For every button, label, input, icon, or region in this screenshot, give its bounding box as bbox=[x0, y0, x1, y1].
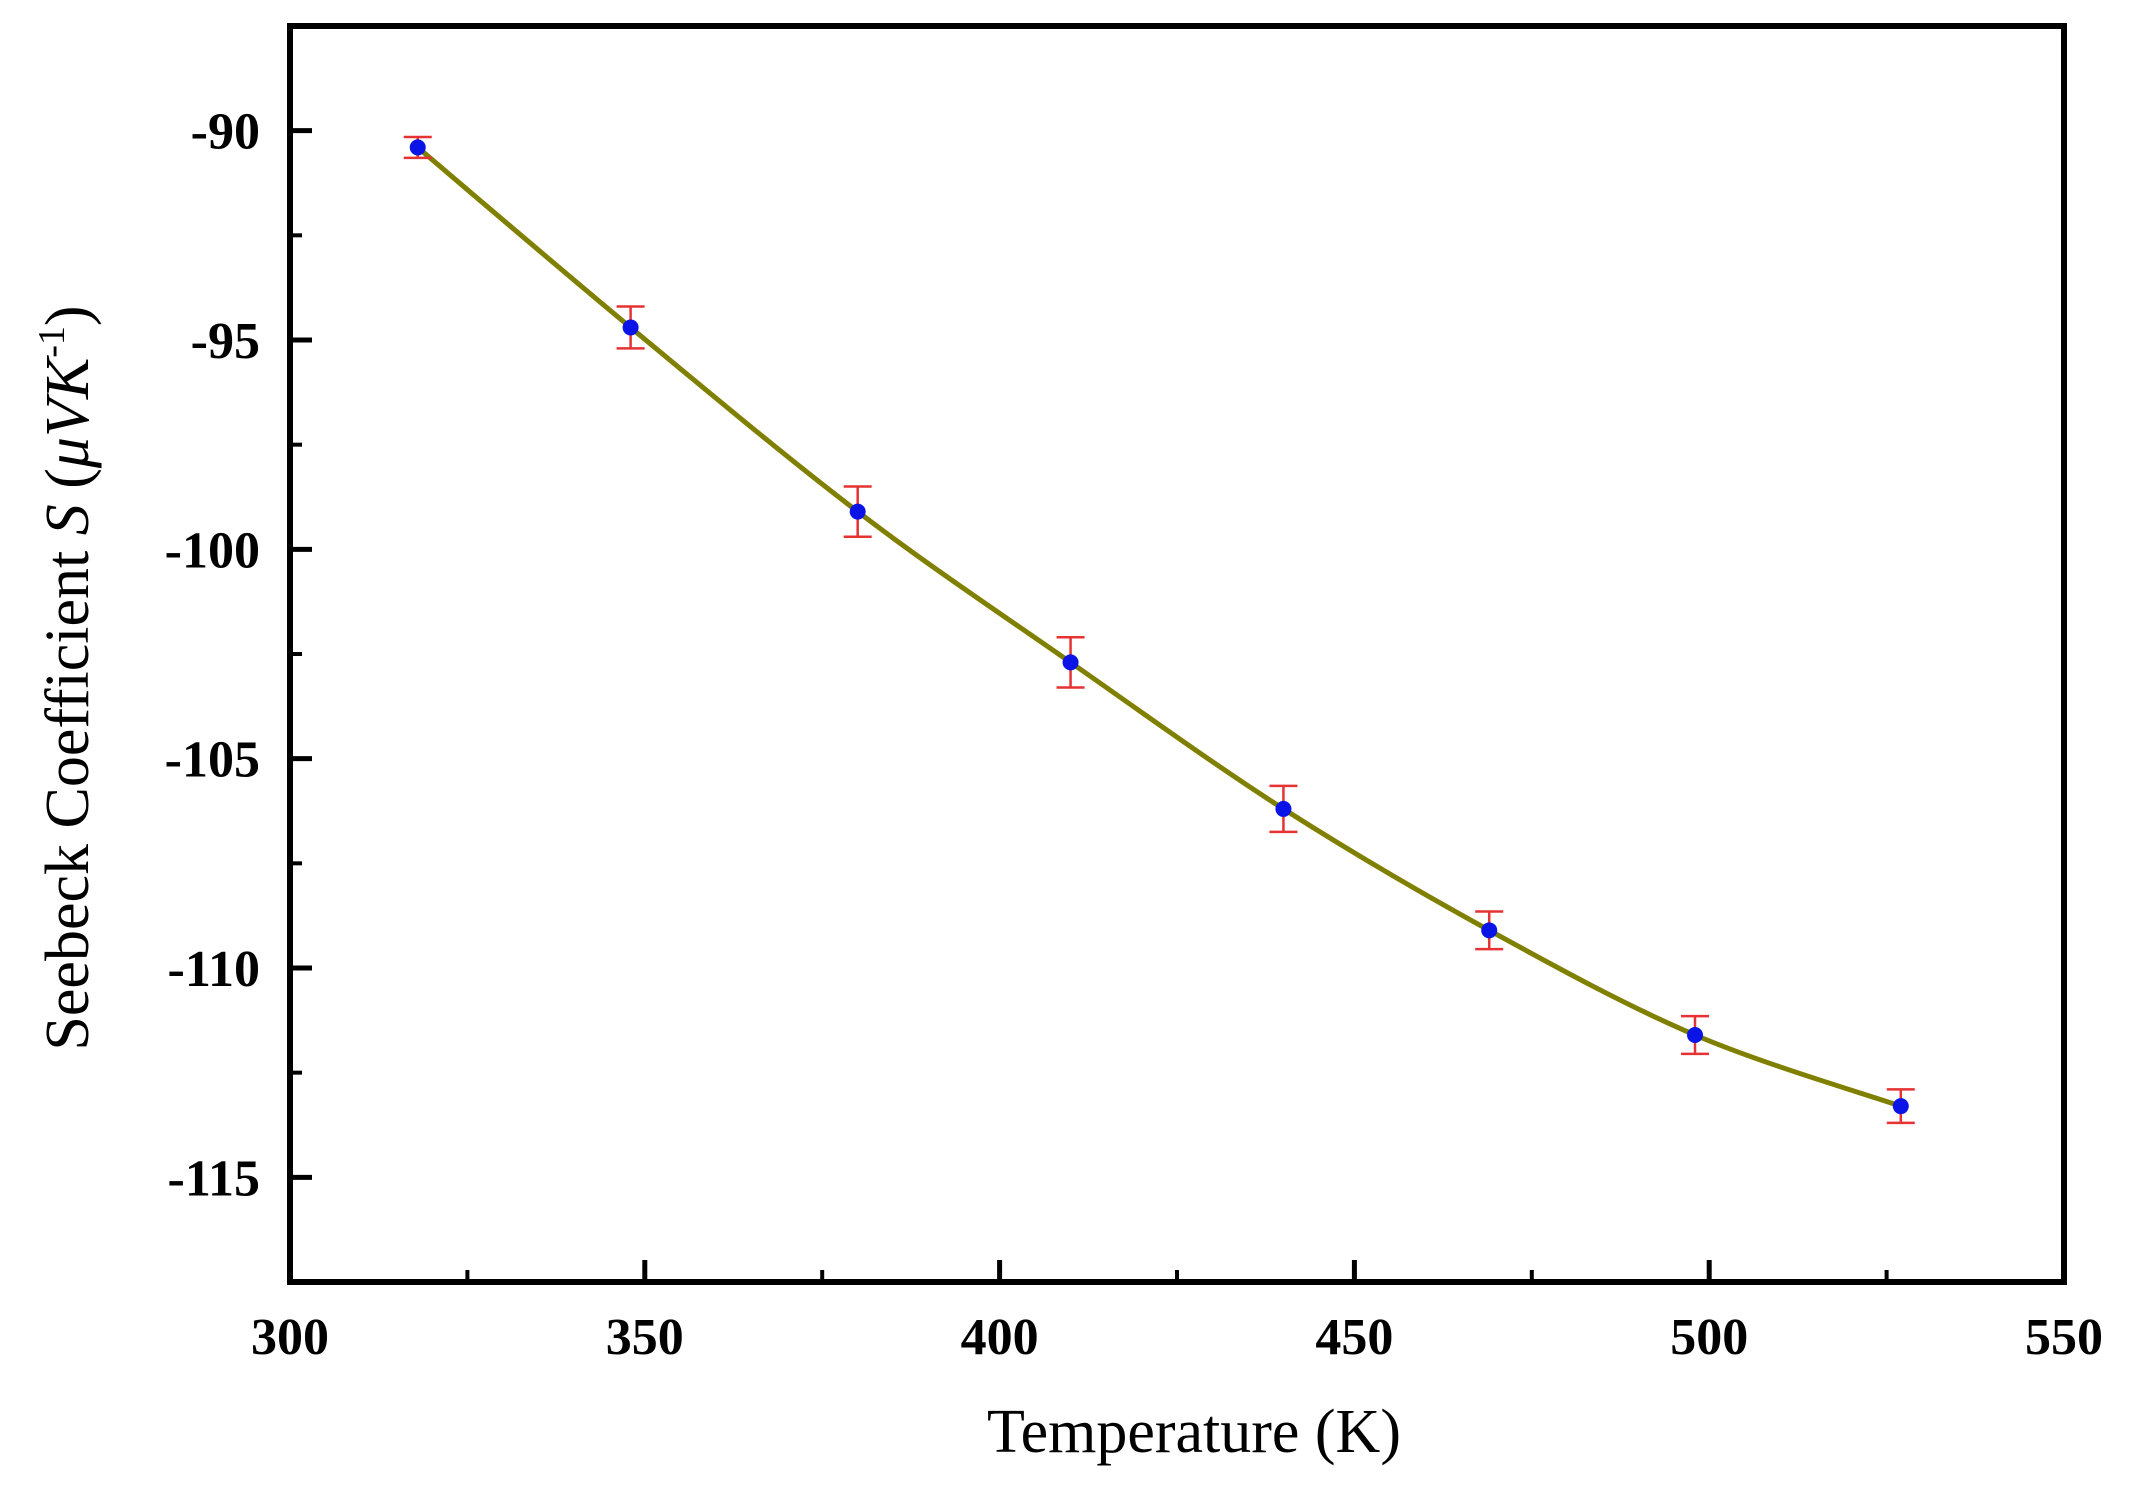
minor-ticks bbox=[290, 233, 1889, 1282]
x-tick-labels: 300 350 400 450 500 550 bbox=[251, 1309, 2103, 1366]
x-tick-label: 550 bbox=[2025, 1309, 2103, 1366]
data-point bbox=[622, 319, 639, 336]
y-axis-title-unit-close: ) bbox=[34, 305, 102, 326]
x-tick-label: 400 bbox=[961, 1309, 1039, 1366]
y-axis-title-unit-v: V bbox=[34, 393, 102, 437]
data-point bbox=[849, 503, 866, 520]
y-tick-label: -105 bbox=[165, 732, 260, 789]
data-point bbox=[1062, 654, 1079, 671]
series-line bbox=[415, 144, 1904, 1109]
y-axis-title-unit-k: K bbox=[34, 354, 102, 400]
data-markers bbox=[409, 139, 1909, 1115]
data-point bbox=[409, 139, 426, 156]
y-tick-label: -90 bbox=[191, 104, 260, 161]
major-ticks bbox=[287, 128, 2067, 1282]
y-tick-label: -110 bbox=[168, 941, 260, 998]
y-axis-title-unit-open: ( bbox=[34, 468, 102, 504]
plot-frame bbox=[287, 23, 2067, 1285]
error-bars bbox=[403, 135, 1915, 1125]
y-axis-title-main: Seebeck Coefficient bbox=[34, 535, 102, 1050]
x-tick-label: 450 bbox=[1315, 1309, 1393, 1366]
x-tick-label: 500 bbox=[1670, 1309, 1748, 1366]
y-axis-title-symbol: S bbox=[34, 504, 102, 535]
data-point bbox=[1687, 1026, 1704, 1043]
x-tick-label: 350 bbox=[606, 1309, 684, 1366]
data-point bbox=[1275, 800, 1292, 817]
y-tick-labels: -90 -95 -100 -105 -110 -115 bbox=[165, 104, 260, 1208]
data-point bbox=[1892, 1098, 1909, 1115]
y-tick-label: -95 bbox=[191, 313, 260, 370]
y-axis-title: Seebeck Coefficient S (μVK-1) bbox=[31, 305, 102, 1050]
y-axis-title-unit-exp: -1 bbox=[31, 326, 73, 358]
y-tick-label: -115 bbox=[168, 1150, 260, 1207]
x-tick-label: 300 bbox=[251, 1309, 329, 1366]
data-point bbox=[1481, 922, 1498, 939]
y-axis-title-unit-mu: μ bbox=[34, 437, 102, 469]
y-tick-label: -100 bbox=[165, 522, 260, 579]
x-axis-title: Temperature (K) bbox=[987, 1398, 1401, 1466]
